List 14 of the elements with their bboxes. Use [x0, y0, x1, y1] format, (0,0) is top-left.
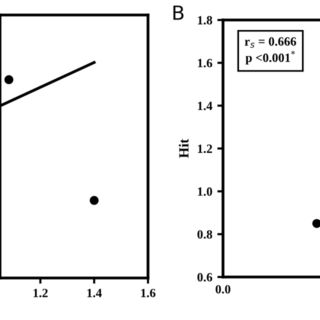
x-tick-label: 1.2: [34, 288, 48, 298]
x-tick-label: 1.4: [87, 288, 102, 298]
y-tick-label: 1.8: [198, 16, 212, 25]
y-axis-title: Hit: [178, 138, 189, 158]
y-tick-label: 0.6: [197, 273, 212, 282]
annotation: r$_{s}$ = 0.666 p <0.001$^{*}$: [244, 37, 296, 65]
x-tick-label: 1.6: [141, 288, 156, 298]
text: 0.0: [216, 285, 230, 294]
y-tick-label: 1.4: [198, 102, 212, 110]
y-tick-label: 1.2: [198, 144, 212, 154]
y-tick-label: 1.0: [198, 187, 212, 196]
chart-title: B: [173, 6, 184, 20]
y-tick-label: 0.8: [197, 230, 212, 239]
y-tick-label: 1.6: [198, 58, 212, 68]
